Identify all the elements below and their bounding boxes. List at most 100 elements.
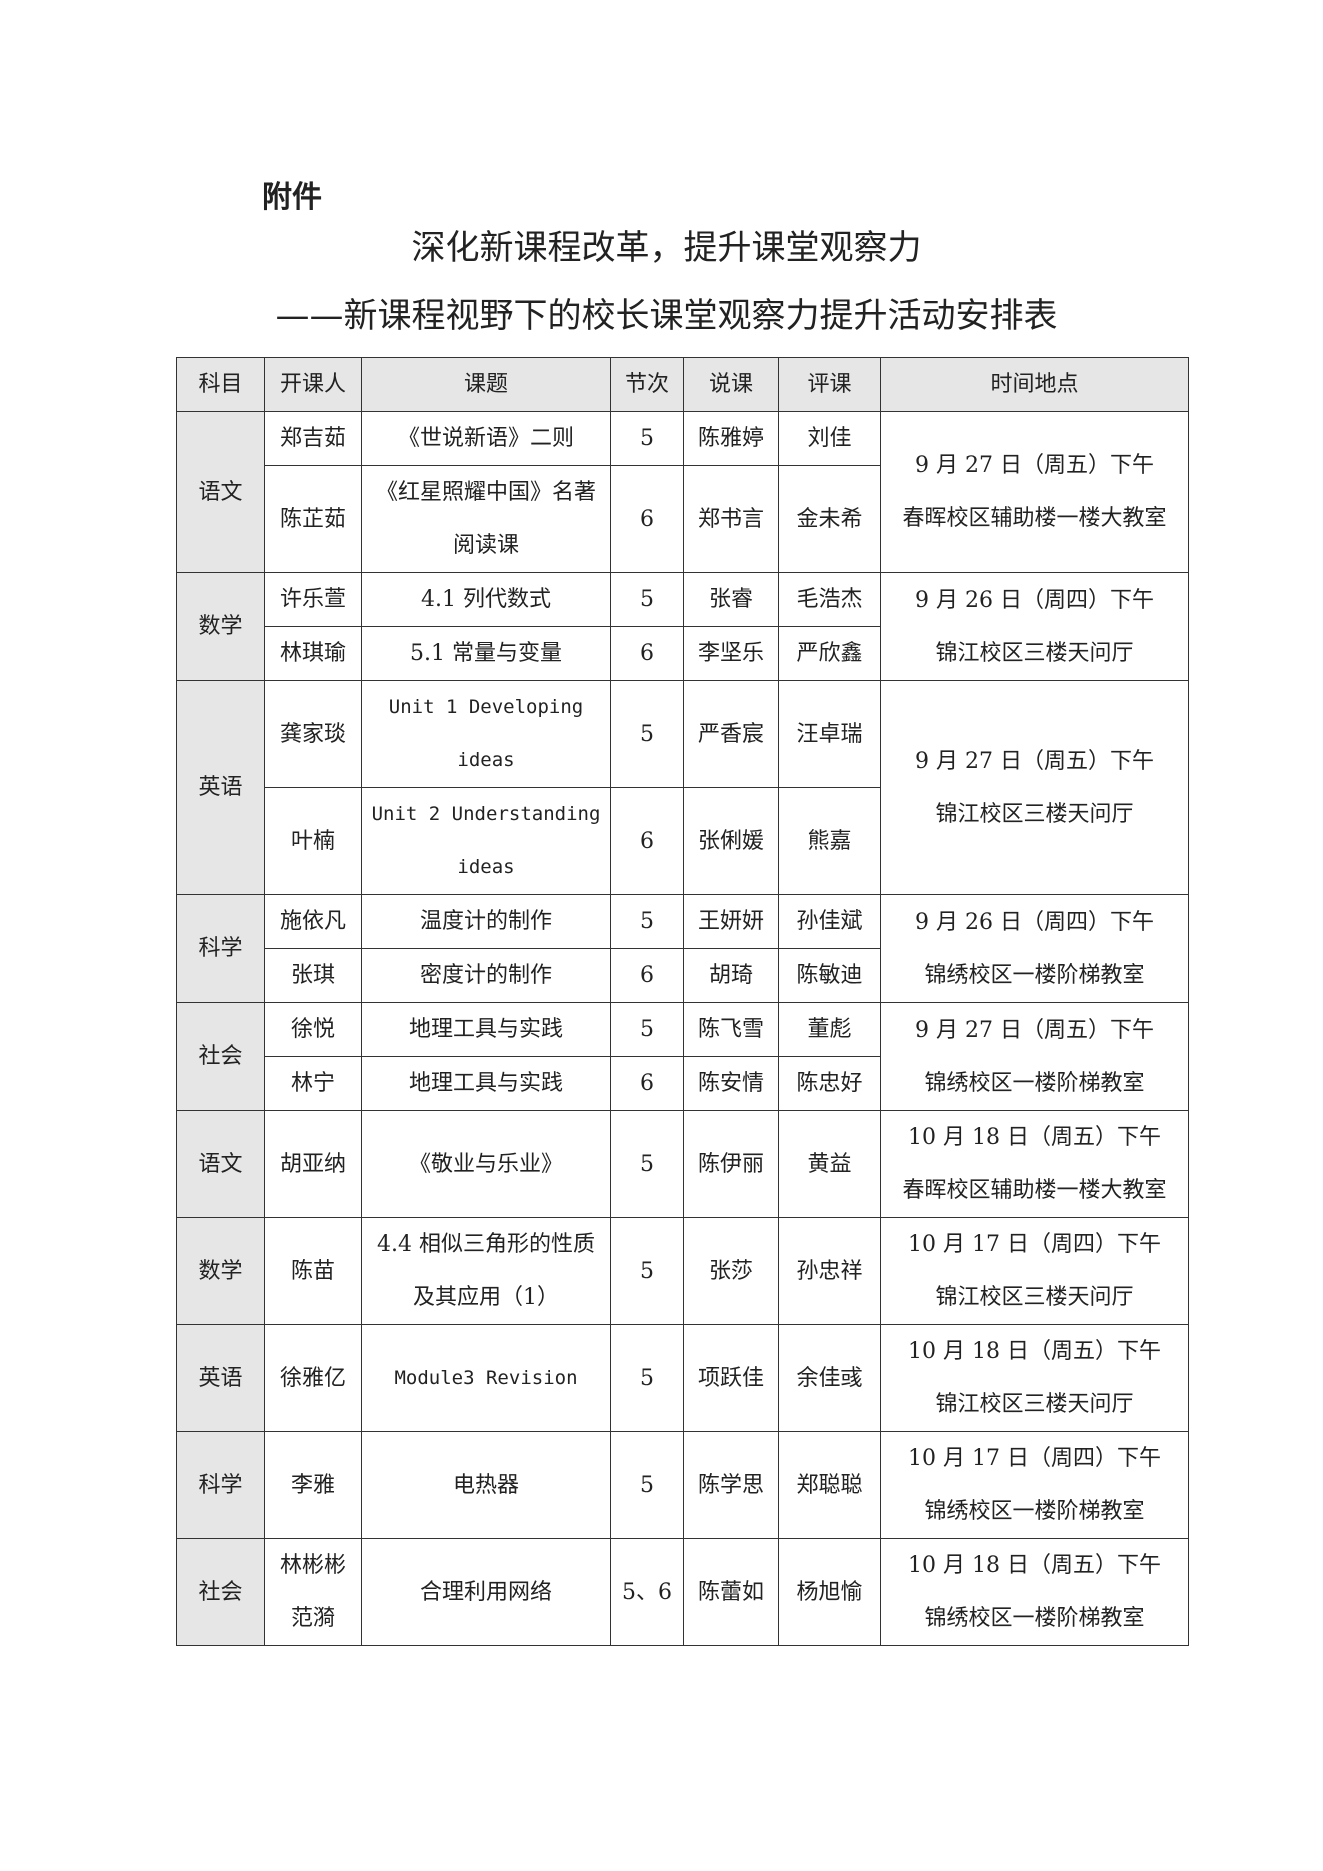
- subject-cell: 数学: [176, 572, 265, 681]
- subject-cell: 社会: [176, 1002, 265, 1111]
- time-text: 9 月 27 日（周五）下午: [915, 453, 1154, 478]
- period-cell: 5: [610, 680, 684, 788]
- reviewer-cell: 熊嘉: [778, 787, 881, 895]
- teacher-cell: 龚家琰: [264, 680, 362, 788]
- time-text: 9 月 27 日（周五）下午: [915, 1017, 1154, 1043]
- reviewer-cell: 孙佳斌: [778, 894, 881, 949]
- teacher-name: 张琪: [290, 963, 335, 988]
- teacher-cell: 徐悦: [264, 1002, 362, 1057]
- teacher-name: 林琪瑜: [279, 641, 346, 666]
- teacher-name: 徐悦: [290, 1017, 335, 1042]
- speaker-cell: 张俐媛: [683, 787, 779, 895]
- teacher-name: 许乐萱: [279, 587, 346, 612]
- speaker-cell: 项跃佳: [683, 1324, 779, 1432]
- teacher-cell: 陈苗: [264, 1217, 362, 1325]
- column-header: 评课: [778, 357, 881, 412]
- column-header: 节次: [610, 357, 684, 412]
- teacher-name: 陈苗: [290, 1258, 335, 1284]
- teacher-name: 陈芷茹: [279, 506, 346, 532]
- topic-cell: 地理工具与实践: [361, 1056, 611, 1111]
- period-cell: 5: [610, 1217, 684, 1325]
- period-cell: 5: [610, 894, 684, 949]
- topic-cell: 密度计的制作: [361, 948, 611, 1003]
- time-place-cell: 10 月 18 日（周五）下午 锦绣校区一楼阶梯教室: [880, 1538, 1189, 1646]
- time-place-cell: 9 月 27 日（周五）下午 锦江校区三楼天问厅: [880, 680, 1189, 895]
- place-text: 锦江校区三楼天问厅: [935, 1392, 1134, 1417]
- table-row: 张琪 密度计的制作 6 胡琦 陈敏迪: [177, 948, 1189, 1003]
- subject-cell: 英语: [176, 680, 265, 895]
- period-cell: 5: [610, 1110, 684, 1218]
- subject-cell: 社会: [176, 1538, 265, 1646]
- speaker-cell: 王妍妍: [683, 894, 779, 949]
- time-text: 10 月 18 日（周五）下午: [908, 1553, 1161, 1578]
- subject-cell: 英语: [176, 1324, 265, 1432]
- topic-cell: 4.4 相似三角形的性质及其应用（1）: [361, 1217, 611, 1325]
- place-text: 锦江校区三楼天问厅: [935, 1285, 1134, 1310]
- speaker-cell: 张莎: [683, 1217, 779, 1325]
- teacher-cell: 张琪: [264, 948, 362, 1003]
- reviewer-cell: 余佳彧: [778, 1324, 881, 1432]
- reviewer-cell: 陈忠好: [778, 1056, 881, 1111]
- topic-cell: 5.1 常量与变量: [361, 626, 611, 681]
- period-cell: 5: [610, 1431, 684, 1539]
- topic-cell: Unit 2 Understanding ideas: [361, 787, 611, 895]
- speaker-cell: 严香宸: [683, 680, 779, 788]
- teacher-cell: 徐雅亿: [264, 1324, 362, 1432]
- speaker-cell: 陈伊丽: [683, 1110, 779, 1218]
- reviewer-cell: 刘佳: [778, 411, 881, 466]
- column-header: 开课人: [264, 357, 362, 412]
- document-title: 深化新课程改革，提升课堂观察力: [411, 228, 922, 268]
- teacher-cell: 陈芷茹: [264, 465, 362, 573]
- teacher-name: 龚家琰: [279, 721, 346, 747]
- place-text: 锦江校区三楼天问厅: [935, 801, 1134, 827]
- place-text: 锦绣校区一楼阶梯教室: [924, 962, 1145, 988]
- teacher-cell: 李雅: [264, 1431, 362, 1539]
- place-text: 春晖校区辅助楼一楼大教室: [902, 1178, 1167, 1203]
- reviewer-cell: 董彪: [778, 1002, 881, 1057]
- place-text: 锦江校区三楼天问厅: [935, 640, 1134, 666]
- subject-cell: 科学: [176, 894, 265, 1003]
- reviewer-cell: 严欣鑫: [778, 626, 881, 681]
- speaker-cell: 陈雅婷: [683, 411, 779, 466]
- period-cell: 6: [610, 787, 684, 895]
- teacher-name: 范漪: [290, 1606, 335, 1631]
- time-text: 10 月 18 日（周五）下午: [908, 1339, 1161, 1364]
- table-row: 英语 徐雅亿 Module3 Revision 5 项跃佳 余佳彧 10 月 18 日（周五…: [176, 1324, 1189, 1432]
- teacher-name: 郑吉茹: [279, 426, 346, 451]
- place-text: 春晖校区辅助楼一楼大教室: [902, 506, 1167, 531]
- period-cell: 6: [610, 1056, 684, 1111]
- teacher-cell: 林彬彬 范漪: [264, 1538, 362, 1646]
- table-row: 数学 许乐萱 4.1 列代数式 5 张睿 毛浩杰 9 月 26 日（周四）下午 锦江校区三楼天…: [176, 572, 1189, 681]
- subject-cell: 科学: [176, 1431, 265, 1539]
- time-text: 9 月 26 日（周四）下午: [915, 587, 1154, 613]
- reviewer-cell: 孙忠祥: [778, 1217, 881, 1325]
- table-row: 林宁 地理工具与实践 6 陈安情 陈忠好: [177, 1056, 1189, 1111]
- teacher-cell: 施依凡: [264, 894, 362, 949]
- place-text: 锦绣校区一楼阶梯教室: [924, 1499, 1145, 1524]
- teacher-name: 胡亚纳: [279, 1151, 346, 1177]
- table-header-row: 科目 开课人 课题 节次 说课 评课 时间地点: [176, 357, 1189, 412]
- column-header: 科目: [176, 357, 265, 412]
- table-row: 林琪瑜 5.1 常量与变量 6 李坚乐 严欣鑫: [177, 626, 1189, 681]
- period-cell: 6: [610, 626, 684, 681]
- topic-cell: Module3 Revision: [361, 1324, 611, 1432]
- subject-cell: 语文: [176, 411, 265, 573]
- table-row: 数学 陈苗 4.4 相似三角形的性质及其应用（1） 5 张莎 孙忠祥 10 月 17 日（周…: [176, 1217, 1189, 1325]
- time-place-cell: 9 月 26 日（周四）下午 锦江校区三楼天问厅: [880, 572, 1189, 681]
- time-place-cell: 10 月 17 日（周四）下午 锦江校区三楼天问厅: [880, 1217, 1189, 1325]
- reviewer-cell: 黄益: [778, 1110, 881, 1218]
- column-header: 课题: [361, 357, 611, 412]
- reviewer-cell: 陈敏迪: [778, 948, 881, 1003]
- table-row: 社会 徐悦 地理工具与实践 5 陈飞雪 董彪 9 月 27 日（周五）下午 锦绣校区一楼阶梯教…: [176, 1002, 1189, 1111]
- teacher-cell: 林琪瑜: [264, 626, 362, 681]
- time-place-cell: 9 月 27 日（周五）下午 春晖校区辅助楼一楼大教室: [880, 411, 1189, 573]
- reviewer-cell: 杨旭愉: [778, 1538, 881, 1646]
- topic-cell: 电热器: [361, 1431, 611, 1539]
- reviewer-cell: 郑聪聪: [778, 1431, 881, 1539]
- period-cell: 6: [610, 948, 684, 1003]
- period-cell: 5: [610, 1002, 684, 1057]
- topic-cell: 温度计的制作: [361, 894, 611, 949]
- teacher-name: 叶楠: [290, 828, 335, 854]
- topic-cell: 合理利用网络: [361, 1538, 611, 1646]
- speaker-cell: 陈安情: [683, 1056, 779, 1111]
